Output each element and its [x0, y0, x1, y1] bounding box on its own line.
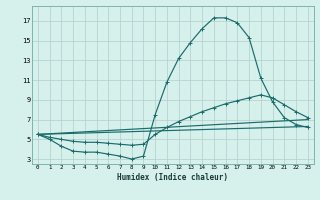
- X-axis label: Humidex (Indice chaleur): Humidex (Indice chaleur): [117, 173, 228, 182]
